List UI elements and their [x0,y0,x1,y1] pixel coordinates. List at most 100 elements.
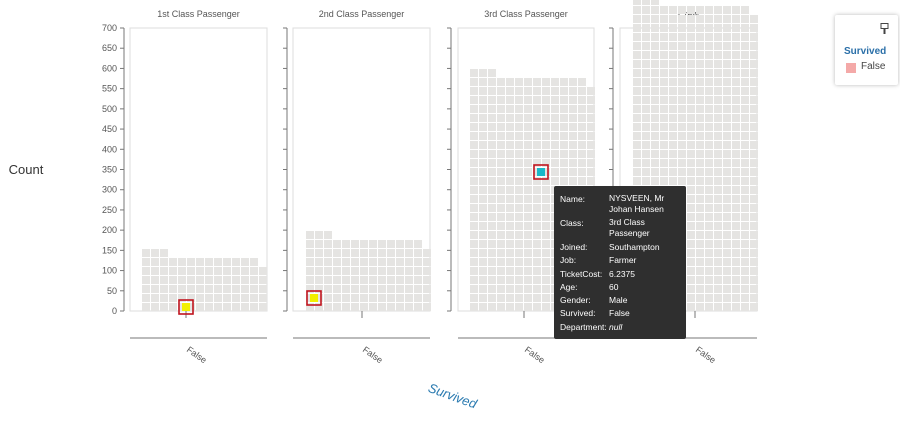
waffle-unit[interactable] [396,240,404,248]
waffle-unit[interactable] [678,60,686,68]
waffle-unit[interactable] [723,195,731,203]
waffle-unit[interactable] [223,285,231,293]
waffle-unit[interactable] [542,303,550,311]
waffle-unit[interactable] [515,78,523,86]
waffle-unit[interactable] [741,24,749,32]
waffle-unit[interactable] [524,231,532,239]
waffle-unit[interactable] [524,96,532,104]
waffle-unit[interactable] [732,168,740,176]
waffle-unit[interactable] [687,42,695,50]
waffle-unit[interactable] [696,96,704,104]
waffle-unit[interactable] [360,294,368,302]
waffle-unit[interactable] [324,267,332,275]
waffle-unit[interactable] [488,78,496,86]
waffle-unit[interactable] [524,240,532,248]
waffle-unit[interactable] [378,240,386,248]
waffle-unit[interactable] [333,294,341,302]
waffle-unit[interactable] [315,249,323,257]
waffle-unit[interactable] [750,267,758,275]
waffle-unit[interactable] [497,231,505,239]
waffle-unit[interactable] [750,204,758,212]
waffle-unit[interactable] [497,249,505,257]
waffle-unit[interactable] [360,267,368,275]
waffle-unit[interactable] [732,195,740,203]
waffle-unit[interactable] [405,285,413,293]
waffle-unit[interactable] [223,276,231,284]
waffle-unit[interactable] [669,15,677,23]
waffle-unit[interactable] [660,105,668,113]
waffle-unit[interactable] [714,240,722,248]
waffle-unit[interactable] [414,303,422,311]
waffle-unit[interactable] [360,240,368,248]
waffle-unit[interactable] [714,258,722,266]
waffle-unit[interactable] [705,240,713,248]
waffle-unit[interactable] [723,69,731,77]
waffle-unit[interactable] [723,150,731,158]
waffle-unit[interactable] [587,159,595,167]
waffle-unit[interactable] [732,114,740,122]
waffle-unit[interactable] [732,69,740,77]
waffle-unit[interactable] [660,24,668,32]
waffle-unit[interactable] [151,267,159,275]
waffle-unit[interactable] [651,42,659,50]
waffle-unit[interactable] [714,114,722,122]
waffle-unit[interactable] [587,96,595,104]
waffle-unit[interactable] [551,168,559,176]
waffle-unit[interactable] [714,123,722,131]
waffle-unit[interactable] [414,294,422,302]
waffle-unit[interactable] [651,132,659,140]
waffle-unit[interactable] [741,303,749,311]
waffle-unit[interactable] [741,195,749,203]
waffle-unit[interactable] [705,6,713,14]
waffle-unit[interactable] [479,87,487,95]
waffle-unit[interactable] [660,123,668,131]
waffle-unit[interactable] [515,123,523,131]
waffle-unit[interactable] [741,42,749,50]
waffle-unit[interactable] [232,285,240,293]
waffle-unit[interactable] [741,186,749,194]
waffle-unit[interactable] [660,168,668,176]
waffle-unit[interactable] [524,123,532,131]
waffle-unit[interactable] [669,150,677,158]
waffle-unit[interactable] [741,141,749,149]
waffle-unit[interactable] [687,123,695,131]
waffle-unit[interactable] [396,267,404,275]
waffle-unit[interactable] [169,294,177,302]
waffle-unit[interactable] [741,177,749,185]
waffle-unit[interactable] [551,96,559,104]
waffle-unit[interactable] [551,87,559,95]
waffle-unit[interactable] [569,159,577,167]
waffle-unit[interactable] [232,258,240,266]
waffle-unit[interactable] [687,267,695,275]
waffle-unit[interactable] [560,123,568,131]
waffle-unit[interactable] [642,33,650,41]
waffle-unit[interactable] [587,87,595,95]
waffle-unit[interactable] [705,60,713,68]
waffle-unit[interactable] [387,240,395,248]
waffle-unit[interactable] [633,150,641,158]
waffle-unit[interactable] [750,177,758,185]
waffle-unit[interactable] [723,177,731,185]
waffle-unit[interactable] [506,240,514,248]
waffle-unit[interactable] [250,294,258,302]
waffle-unit[interactable] [669,6,677,14]
waffle-unit[interactable] [696,285,704,293]
waffle-unit[interactable] [705,249,713,257]
waffle-unit[interactable] [324,249,332,257]
waffle-unit[interactable] [187,285,195,293]
waffle-unit[interactable] [551,177,559,185]
waffle-unit[interactable] [533,204,541,212]
waffle-unit[interactable] [560,150,568,158]
waffle-unit[interactable] [470,249,478,257]
waffle-unit[interactable] [714,6,722,14]
waffle-unit[interactable] [160,303,168,311]
waffle-unit[interactable] [687,294,695,302]
waffle-unit[interactable] [223,267,231,275]
waffle-unit[interactable] [515,249,523,257]
waffle-unit[interactable] [651,96,659,104]
waffle-unit[interactable] [660,150,668,158]
waffle-unit[interactable] [678,123,686,131]
waffle-unit[interactable] [315,303,323,311]
waffle-unit[interactable] [642,132,650,140]
waffle-unit[interactable] [741,60,749,68]
